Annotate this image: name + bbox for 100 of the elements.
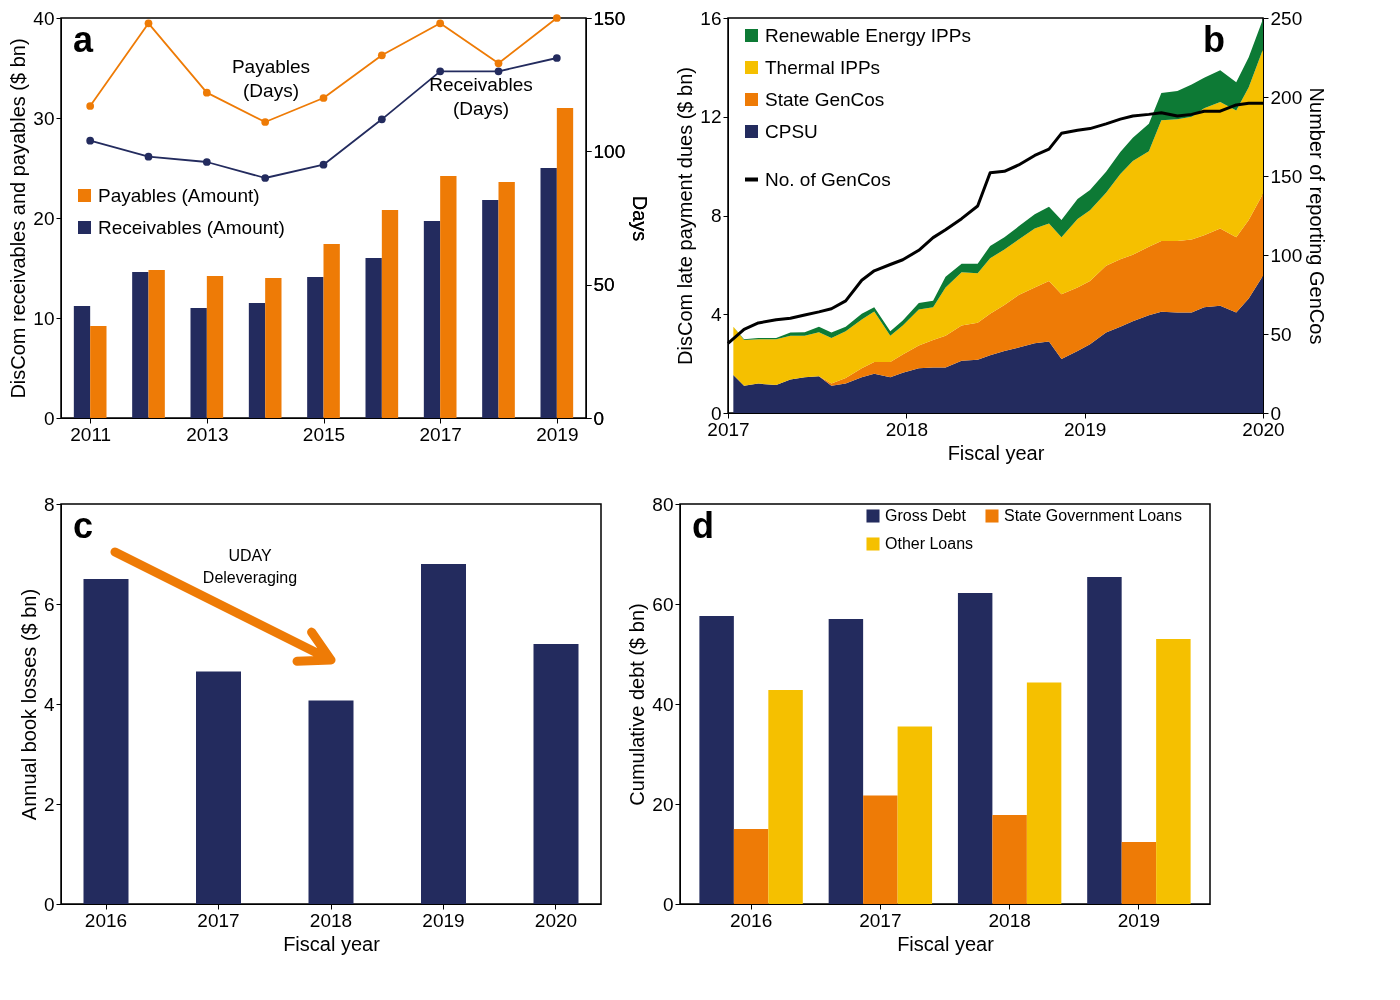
- point: [202, 158, 211, 166]
- x-tick-label: 2019: [422, 909, 465, 931]
- y-axis-title: Annual book losses ($ bn): [17, 588, 40, 821]
- x-tick-label: 2017: [419, 423, 462, 445]
- y-tick-label: 2: [43, 793, 55, 815]
- bar: [482, 200, 499, 418]
- bar: [148, 270, 165, 418]
- y-tick-label: 12: [700, 106, 722, 128]
- y-tick-label: 6: [43, 593, 55, 615]
- y2-tick-label: 100: [593, 140, 626, 162]
- x-tick-label: 2018: [885, 418, 928, 440]
- bar: [265, 278, 282, 418]
- y2-tick-label: 100: [1270, 244, 1303, 266]
- legend-label: State GenCos: [765, 88, 885, 110]
- bar: [307, 277, 324, 418]
- y2-tick-label: 200: [1270, 86, 1303, 108]
- x-axis-title: Fiscal year: [283, 932, 381, 955]
- point: [494, 67, 503, 76]
- bar: [699, 616, 734, 904]
- bar: [381, 210, 399, 418]
- y-tick-label: 60: [652, 593, 674, 615]
- y2-tick-label: 150: [1270, 165, 1303, 187]
- bar: [83, 579, 129, 904]
- y-axis-title: DisCom receivables and payables ($ bn): [7, 38, 30, 399]
- y-tick-label: 4: [710, 303, 722, 325]
- y-tick-label: 80: [652, 493, 674, 515]
- y2-axis-title: Number of reporting GenCos: [1306, 87, 1329, 345]
- y-tick-label: 8: [43, 493, 55, 515]
- chart-title: c: [73, 505, 94, 546]
- legend-label: Receivables (Amount): [98, 216, 285, 238]
- bar: [1087, 577, 1122, 904]
- legend-label: No. of GenCos: [765, 168, 891, 190]
- bar: [828, 619, 864, 904]
- y-tick-label: 4: [43, 693, 55, 715]
- legend-label: State Government Loans: [1004, 507, 1182, 524]
- y-tick-label: 0: [662, 893, 674, 915]
- bar: [1121, 842, 1157, 904]
- x-tick-label: 2011: [70, 423, 112, 445]
- y2-tick-label: 0: [1270, 402, 1282, 424]
- point: [202, 88, 211, 97]
- bar: [423, 221, 441, 418]
- bar: [132, 272, 149, 418]
- point: [319, 160, 328, 169]
- bar: [365, 258, 382, 418]
- x-tick-label: 2018: [988, 909, 1031, 931]
- point: [144, 152, 153, 161]
- bar: [248, 303, 266, 418]
- y2-tick-label: 50: [1270, 323, 1292, 345]
- point: [377, 51, 386, 60]
- bar: [90, 326, 107, 418]
- legend-label: Other Loans: [885, 535, 974, 552]
- point: [261, 118, 270, 126]
- y-axis-title: Cumulative debt ($ bn): [626, 603, 649, 806]
- x-tick-label: 2015: [302, 423, 346, 445]
- legend-label: Renewable Energy IPPs: [765, 24, 971, 46]
- bar: [540, 168, 557, 418]
- y-tick-label: 16: [700, 7, 722, 29]
- y-tick-label: 40: [652, 693, 674, 715]
- chart-title: b: [1203, 19, 1225, 60]
- x-tick-label: 2019: [1064, 418, 1107, 440]
- chart-title: d: [692, 505, 714, 546]
- bar: [421, 564, 466, 904]
- bar: [498, 182, 515, 418]
- bar: [556, 108, 574, 418]
- bar: [733, 829, 769, 904]
- point: [144, 19, 153, 28]
- y-axis-title: DisCom late payment dues ($ bn): [674, 67, 697, 365]
- bar: [1156, 639, 1191, 904]
- series-label: Receivables (Days): [429, 74, 533, 119]
- y-tick-label: 8: [710, 205, 722, 226]
- x-tick-label: 2016: [729, 909, 773, 931]
- legend-label: CPSU: [765, 120, 818, 142]
- bar: [196, 671, 241, 904]
- legend-label: Thermal IPPs: [765, 56, 881, 78]
- point: [436, 19, 445, 28]
- y2-axis-title: Days: [629, 195, 652, 242]
- y-tick-label: 30: [33, 107, 55, 129]
- bar: [1026, 682, 1062, 904]
- point: [377, 115, 386, 124]
- point: [319, 94, 328, 102]
- point: [261, 174, 270, 182]
- x-axis-title: Fiscal year: [897, 932, 995, 955]
- y-tick-label: 20: [33, 207, 55, 229]
- annotation: UDAY Deleveraging: [202, 547, 298, 586]
- chart-title: a: [73, 19, 94, 60]
- y-tick-label: 0: [43, 407, 55, 429]
- bar: [957, 593, 993, 904]
- y2-tick-label: 0: [593, 407, 605, 429]
- point: [436, 67, 445, 76]
- y2-tick-label: 250: [1270, 7, 1303, 29]
- point: [86, 102, 95, 110]
- x-tick-label: 2013: [186, 423, 229, 445]
- bar: [190, 308, 207, 418]
- y-tick-label: 40: [33, 7, 55, 29]
- bar: [206, 276, 224, 418]
- point: [552, 14, 561, 22]
- y-tick-label: 0: [43, 893, 55, 915]
- y2-tick-label: 150: [593, 7, 626, 29]
- point: [494, 59, 503, 68]
- series-label: Payables (Days): [231, 56, 311, 101]
